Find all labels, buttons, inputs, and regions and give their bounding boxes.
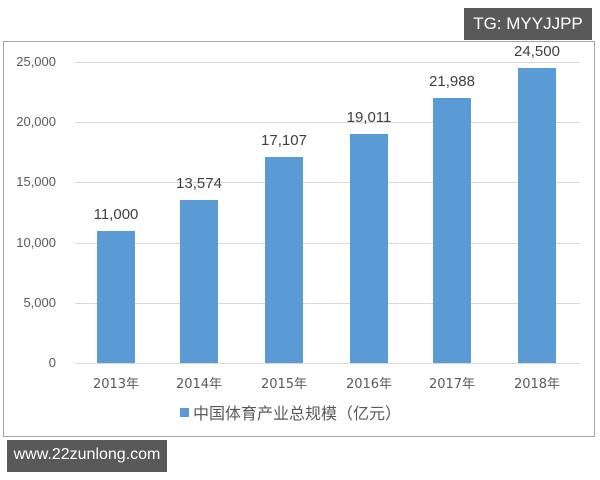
legend-label: 中国体育产业总规模（亿元）: [193, 404, 402, 423]
data-label: 13,574: [176, 174, 222, 192]
data-label: 19,011: [346, 109, 392, 127]
watermark-top: TG: MYYJJPP: [464, 8, 592, 40]
data-label: 11,000: [93, 205, 139, 223]
gridline: [75, 302, 580, 304]
data-label: 17,107: [261, 132, 307, 150]
gridline: [75, 242, 580, 244]
watermark-bottom: www.22zunlong.com: [7, 440, 167, 472]
data-label: 24,500: [514, 43, 560, 61]
legend: 中国体育产业总规模（亿元）: [180, 400, 401, 424]
bar: [180, 199, 218, 363]
y-tick-label: 5,000: [23, 294, 56, 310]
x-tick-label: 2013年: [92, 377, 140, 392]
y-tick-label: 0: [48, 355, 56, 370]
x-tick-label: 2017年: [428, 377, 476, 392]
x-tick-label: 2018年: [513, 377, 561, 392]
y-tick-label: 20,000: [16, 114, 56, 130]
x-tick-label: 2016年: [345, 377, 393, 392]
gridline: [75, 62, 580, 63]
bar: [265, 157, 303, 363]
y-tick-label: 25,000: [16, 54, 56, 69]
gridline: [75, 182, 580, 184]
legend-swatch: [180, 407, 189, 417]
gridline: [75, 122, 580, 124]
bar: [433, 98, 471, 363]
y-tick-label: 15,000: [16, 174, 56, 190]
bar: [97, 230, 135, 363]
x-tick-label: 2015年: [260, 377, 308, 392]
gridline: [75, 363, 580, 364]
x-tick-label: 2014年: [175, 377, 223, 392]
y-tick-label: 10,000: [16, 234, 56, 250]
bar: [350, 134, 388, 363]
data-label: 21,988: [429, 73, 475, 91]
bar: [518, 68, 556, 363]
